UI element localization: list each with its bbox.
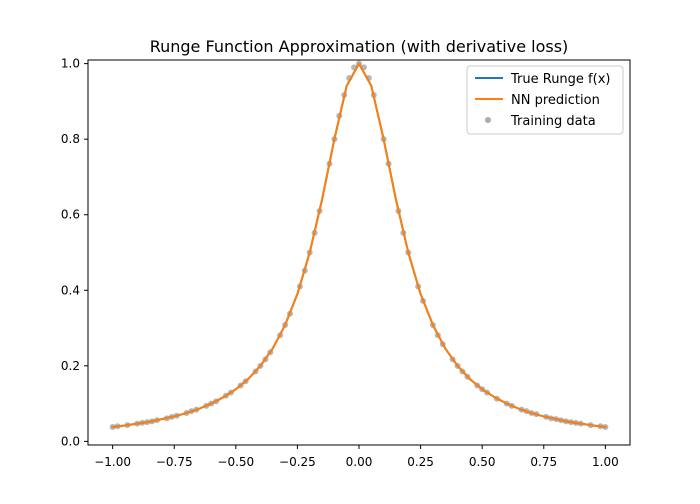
x-tick-label: 1.00 (592, 455, 619, 469)
legend-swatch-training-data (485, 117, 491, 123)
x-tick-label: 0.50 (469, 455, 496, 469)
y-tick-label: 0.2 (61, 359, 80, 373)
y-tick-label: 0.0 (61, 434, 80, 448)
x-tick-label: −1.00 (94, 455, 131, 469)
x-tick-label: −0.50 (217, 455, 254, 469)
x-tick-label: −0.25 (279, 455, 316, 469)
y-tick-label: 0.4 (61, 283, 80, 297)
x-tick-label: 0.25 (407, 455, 434, 469)
plot-area (109, 60, 609, 431)
legend: True Runge f(x) NN prediction Training d… (466, 65, 624, 135)
x-tick-label: −0.75 (156, 455, 193, 469)
axes: −1.00 −0.75 −0.50 −0.25 0.00 0.25 0.50 0.75 1.00… (61, 57, 631, 469)
legend-label-training-data: Training data (510, 114, 596, 129)
x-tick-label: 0.00 (346, 455, 373, 469)
y-tick-label: 0.8 (61, 132, 80, 146)
legend-label-nn-prediction: NN prediction (511, 93, 600, 108)
legend-box (466, 65, 624, 135)
y-tick-label: 1.0 (61, 57, 80, 71)
legend-label-true-runge: True Runge f(x) (510, 72, 610, 87)
y-tick-label: 0.6 (61, 208, 80, 222)
x-tick-label: 0.75 (530, 455, 557, 469)
chart-title: Runge Function Approximation (with deriv… (150, 37, 569, 56)
series-nn-prediction-line (111, 62, 607, 429)
